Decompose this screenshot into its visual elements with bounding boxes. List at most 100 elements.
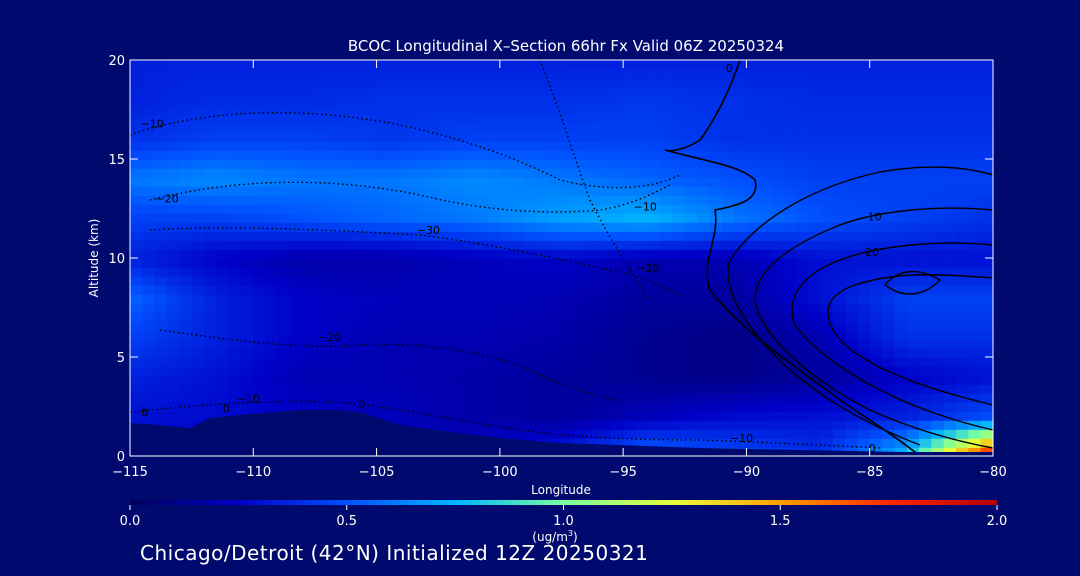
heatmap-cell (906, 276, 920, 286)
heatmap-cell (660, 276, 674, 286)
heatmap-cell (130, 177, 144, 187)
heatmap-cell (857, 303, 871, 313)
heatmap-cell (265, 96, 279, 106)
heatmap-cell (179, 204, 193, 214)
heatmap-cell (795, 303, 809, 313)
heatmap-cell (882, 141, 896, 151)
heatmap-cell (869, 213, 883, 223)
heatmap-cell (635, 114, 649, 124)
heatmap-cell (512, 204, 526, 214)
heatmap-cell (549, 150, 563, 160)
heatmap-cell (536, 402, 550, 412)
heatmap-cell (216, 96, 230, 106)
heatmap-cell (512, 258, 526, 268)
heatmap-cell (364, 375, 378, 385)
heatmap-cell (462, 249, 476, 259)
heatmap-cell (697, 402, 711, 412)
heatmap-cell (536, 150, 550, 160)
heatmap-cell (795, 150, 809, 160)
heatmap-cell (339, 357, 353, 367)
heatmap-cell (783, 348, 797, 358)
heatmap-cell (919, 114, 933, 124)
heatmap-cell (586, 339, 600, 349)
heatmap-cell (820, 429, 834, 439)
heatmap-cell (277, 303, 292, 313)
heatmap-cell (351, 123, 366, 133)
heatmap-cell (573, 339, 587, 349)
heatmap-cell (191, 231, 205, 241)
heatmap-cell (906, 114, 920, 124)
heatmap-cell (906, 159, 920, 169)
heatmap-cell (376, 78, 390, 88)
heatmap-cell (758, 114, 772, 124)
heatmap-cell (462, 420, 476, 430)
heatmap-cell (721, 186, 735, 196)
heatmap-cell (647, 195, 661, 205)
heatmap-cell (734, 348, 748, 358)
heatmap-cell (438, 339, 452, 349)
heatmap-cell (314, 393, 329, 403)
heatmap-cell (253, 150, 267, 160)
heatmap-cell (240, 357, 255, 367)
heatmap-cell (783, 195, 797, 205)
heatmap-cell (142, 87, 156, 97)
heatmap-cell (758, 186, 772, 196)
heatmap-cell (660, 105, 674, 115)
heatmap-cell (746, 195, 760, 205)
heatmap-cell (339, 348, 353, 358)
heatmap-cell (709, 384, 723, 394)
heatmap-cell (968, 366, 982, 376)
heatmap-cell (216, 168, 230, 178)
heatmap-cell (179, 141, 193, 151)
heatmap-cell (943, 87, 957, 97)
heatmap-cell (709, 249, 723, 259)
heatmap-cell (277, 114, 292, 124)
heatmap-cell (832, 294, 846, 304)
heatmap-cell (290, 177, 304, 187)
heatmap-cell (240, 384, 255, 394)
heatmap-cell (265, 231, 279, 241)
heatmap-cell (253, 285, 267, 295)
heatmap-cell (549, 339, 563, 349)
heatmap-cell (290, 285, 304, 295)
heatmap-cell (142, 150, 156, 160)
heatmap-cell (919, 213, 933, 223)
heatmap-cell (845, 312, 859, 322)
heatmap-cell (956, 438, 970, 448)
heatmap-cell (857, 168, 871, 178)
heatmap-cell (906, 132, 920, 142)
heatmap-cell (216, 204, 230, 214)
heatmap-cell (795, 393, 809, 403)
heatmap-cell (906, 231, 920, 241)
heatmap-cell (475, 384, 489, 394)
heatmap-cell (808, 321, 822, 331)
heatmap-cell (956, 240, 970, 250)
heatmap-cell (376, 159, 390, 169)
heatmap-cell (771, 69, 785, 79)
heatmap-cell (462, 204, 476, 214)
heatmap-cell (339, 78, 353, 88)
heatmap-cell (240, 150, 255, 160)
heatmap-cell (228, 267, 242, 277)
heatmap-cell (240, 177, 255, 187)
heatmap-cell (154, 348, 168, 358)
heatmap-cell (203, 213, 218, 223)
heatmap-cell (894, 375, 908, 385)
heatmap-cell (425, 114, 440, 124)
heatmap-cell (598, 339, 612, 349)
heatmap-cell (203, 348, 218, 358)
heatmap-cell (191, 303, 205, 313)
heatmap-cell (277, 105, 292, 115)
heatmap-cell (376, 303, 390, 313)
heatmap-cell (339, 231, 353, 241)
heatmap-cell (672, 159, 686, 169)
heatmap-cell (610, 168, 624, 178)
heatmap-cell (832, 213, 846, 223)
heatmap-cell (808, 159, 822, 169)
heatmap-cell (660, 438, 674, 448)
heatmap-cell (808, 312, 822, 322)
heatmap-cell (499, 267, 513, 277)
heatmap-cell (610, 240, 624, 250)
heatmap-cell (253, 87, 267, 97)
heatmap-cell (598, 231, 612, 241)
